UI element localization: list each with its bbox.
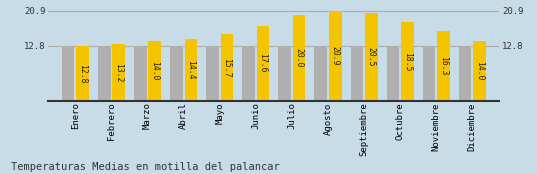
Text: 13.2: 13.2 <box>114 63 123 82</box>
Text: 14.4: 14.4 <box>186 60 195 80</box>
Bar <box>221 34 233 101</box>
Bar <box>170 46 183 101</box>
Bar <box>98 46 111 101</box>
Bar <box>62 46 75 101</box>
Text: 17.6: 17.6 <box>258 53 267 73</box>
Bar <box>437 31 450 101</box>
Bar <box>293 15 306 101</box>
Bar <box>351 46 363 101</box>
Bar <box>387 46 400 101</box>
Bar <box>112 44 125 101</box>
Text: 20.0: 20.0 <box>295 48 303 68</box>
Bar <box>185 39 197 101</box>
Bar <box>473 41 486 101</box>
Text: 20.9: 20.9 <box>502 7 524 16</box>
Text: 14.0: 14.0 <box>150 61 159 81</box>
Text: 20.9: 20.9 <box>24 7 46 16</box>
Text: 12.8: 12.8 <box>24 42 46 51</box>
Bar <box>148 41 161 101</box>
Text: 20.9: 20.9 <box>331 46 340 66</box>
Text: 14.0: 14.0 <box>475 61 484 81</box>
Bar <box>257 26 270 101</box>
Bar <box>365 13 378 101</box>
Bar <box>459 46 471 101</box>
Bar <box>134 46 147 101</box>
Text: 12.8: 12.8 <box>78 64 87 83</box>
Text: Temperaturas Medias en motilla del palancar: Temperaturas Medias en motilla del palan… <box>11 162 279 172</box>
Bar <box>76 46 89 101</box>
Text: 15.7: 15.7 <box>222 58 231 77</box>
Bar <box>329 11 342 101</box>
Bar <box>401 22 413 101</box>
Text: 16.3: 16.3 <box>439 56 448 76</box>
Bar <box>206 46 219 101</box>
Bar <box>315 46 327 101</box>
Text: 18.5: 18.5 <box>403 52 412 71</box>
Bar <box>423 46 436 101</box>
Text: 20.5: 20.5 <box>367 47 376 67</box>
Bar <box>242 46 255 101</box>
Text: 12.8: 12.8 <box>502 42 524 51</box>
Bar <box>278 46 291 101</box>
